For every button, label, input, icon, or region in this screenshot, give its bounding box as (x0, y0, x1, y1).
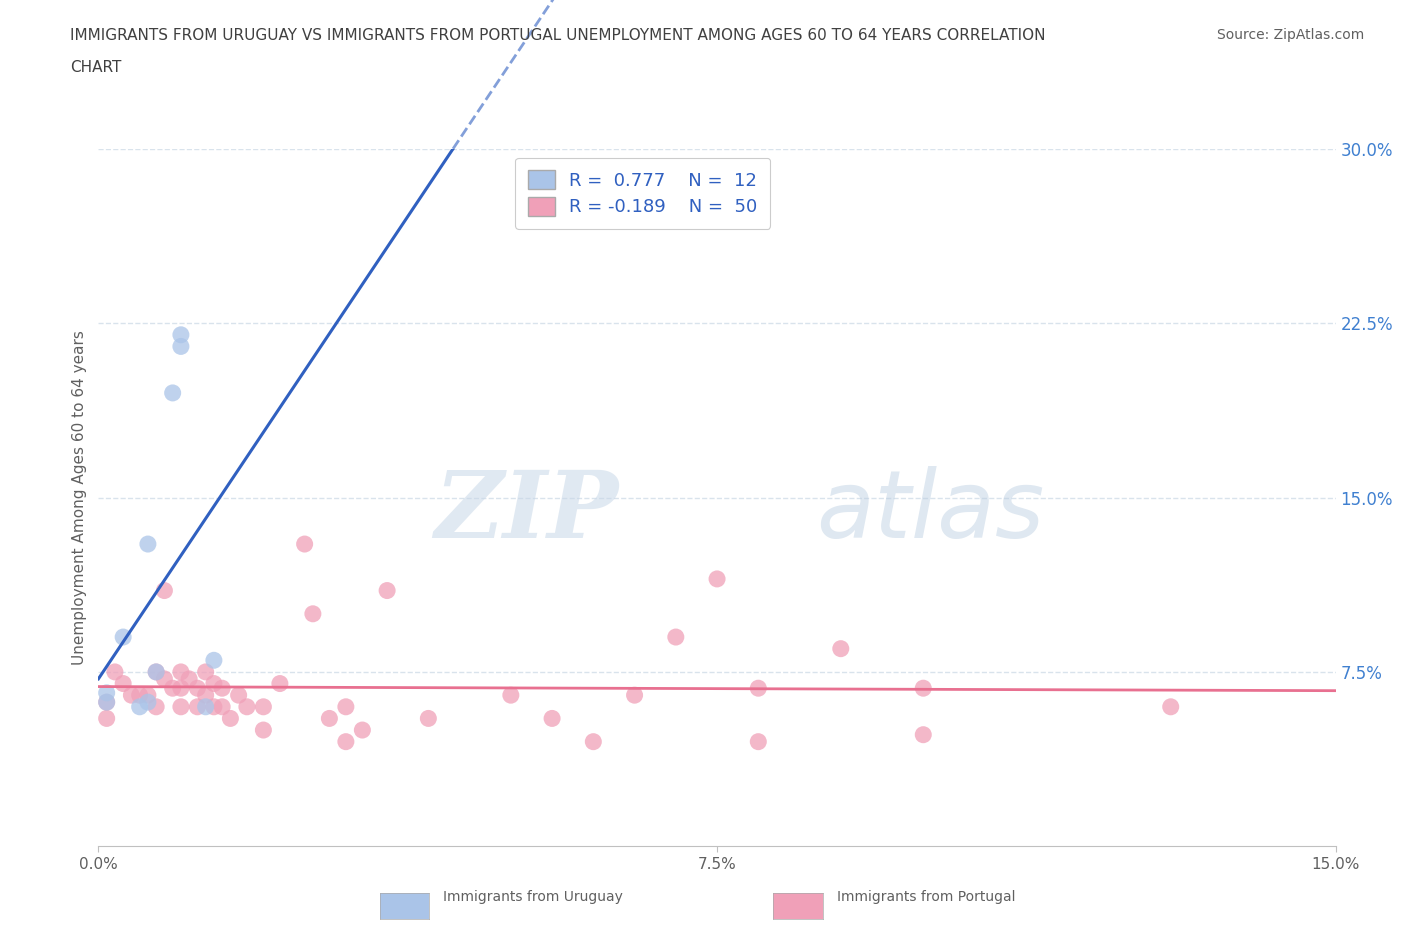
Point (112, 676, 135, 691)
Point (302, 606, 325, 621)
Point (202, 699, 225, 714)
Point (623, 688, 645, 703)
Point (104, 665, 127, 680)
Point (252, 699, 274, 714)
Point (211, 699, 233, 714)
Point (830, 642, 852, 657)
Point (96, 695, 118, 710)
Text: IMMIGRANTS FROM URUGUAY VS IMMIGRANTS FROM PORTUGAL UNEMPLOYMENT AMONG AGES 60 T: IMMIGRANTS FROM URUGUAY VS IMMIGRANTS FR… (70, 28, 1046, 43)
Point (162, 386, 184, 401)
Point (136, 537, 159, 551)
Point (236, 699, 259, 714)
Point (202, 653, 225, 668)
Point (706, 571, 728, 587)
Point (194, 665, 217, 680)
Point (747, 735, 769, 750)
Point (186, 699, 208, 714)
Point (294, 537, 316, 551)
Point (194, 699, 217, 714)
Point (202, 676, 225, 691)
Point (136, 695, 159, 710)
Point (170, 699, 193, 714)
Text: ZIP: ZIP (434, 467, 619, 556)
Point (170, 327, 193, 342)
Point (162, 681, 184, 696)
Point (128, 699, 150, 714)
Point (170, 681, 193, 696)
Point (170, 339, 193, 354)
Point (136, 688, 159, 703)
Point (335, 699, 357, 714)
Point (96, 711, 118, 726)
Text: CHART: CHART (70, 60, 122, 75)
Point (252, 723, 274, 737)
Point (912, 727, 935, 742)
Point (269, 676, 291, 691)
Point (112, 630, 135, 644)
Point (228, 688, 250, 703)
Point (665, 630, 688, 644)
Point (170, 665, 193, 680)
Point (747, 681, 769, 696)
Point (541, 711, 564, 726)
Point (1160, 699, 1182, 714)
Legend: R =  0.777    N =  12, R = -0.189    N =  50: R = 0.777 N = 12, R = -0.189 N = 50 (515, 158, 770, 229)
Point (352, 723, 374, 737)
Point (128, 688, 150, 703)
Point (179, 671, 201, 686)
Point (418, 711, 440, 726)
Point (145, 665, 167, 680)
Point (145, 665, 167, 680)
Text: Immigrants from Portugal: Immigrants from Portugal (837, 890, 1015, 905)
Point (153, 583, 176, 598)
Point (194, 688, 217, 703)
Text: Immigrants from Uruguay: Immigrants from Uruguay (443, 890, 623, 905)
Point (499, 688, 522, 703)
Text: atlas: atlas (815, 466, 1045, 557)
Point (318, 711, 340, 726)
Point (153, 671, 176, 686)
Point (96, 695, 118, 710)
Text: Source: ZipAtlas.com: Source: ZipAtlas.com (1216, 28, 1364, 42)
Point (582, 735, 605, 750)
Point (335, 735, 357, 750)
Point (219, 711, 242, 726)
Point (120, 688, 142, 703)
Point (912, 681, 935, 696)
Point (145, 699, 167, 714)
Point (211, 681, 233, 696)
Point (96, 685, 118, 700)
Point (375, 583, 398, 598)
Point (186, 681, 208, 696)
Y-axis label: Unemployment Among Ages 60 to 64 years: Unemployment Among Ages 60 to 64 years (72, 330, 87, 665)
